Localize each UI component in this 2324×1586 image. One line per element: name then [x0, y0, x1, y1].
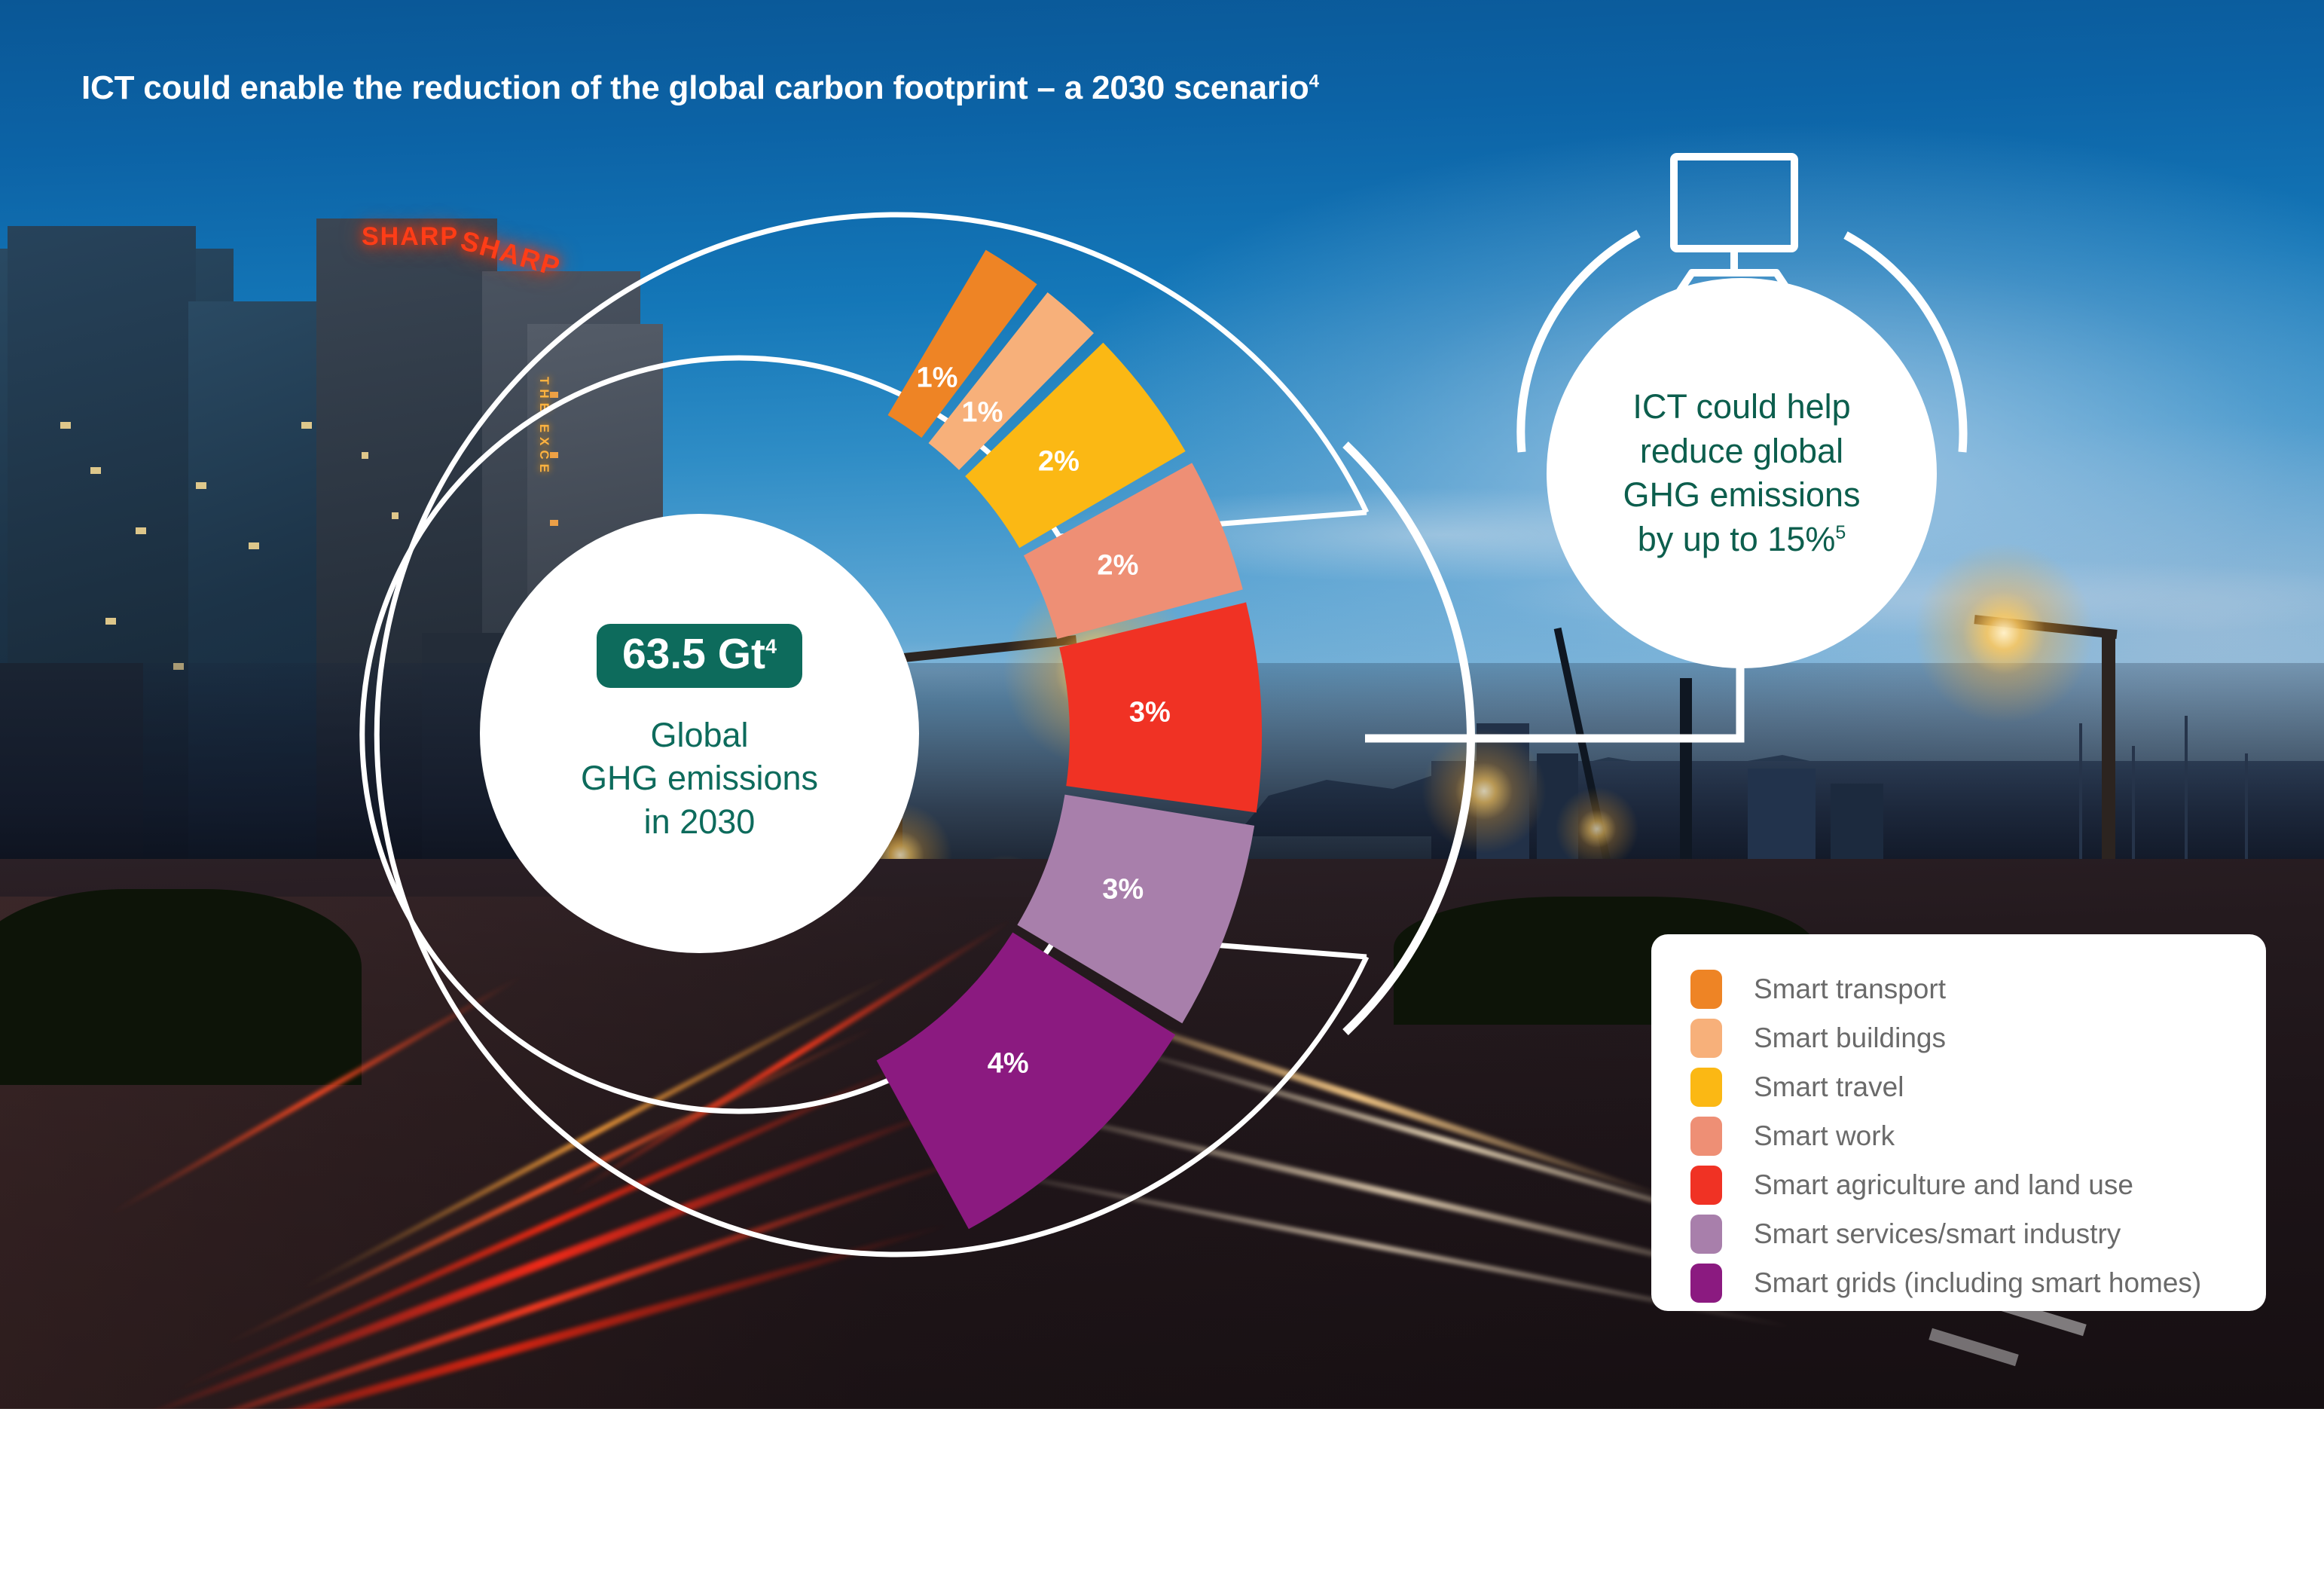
neon-sign-vertical: THE EXCE — [537, 377, 551, 478]
bracket-to-bubble-connector — [1365, 663, 1745, 743]
ict-reduction-callout: ICT could help reduce global GHG emissio… — [1547, 278, 1937, 668]
arc-segment-value-5: 3% — [1102, 873, 1144, 906]
masts — [2245, 753, 2248, 934]
window-light — [550, 392, 558, 398]
window-light — [60, 422, 71, 429]
window-light — [550, 520, 558, 526]
page-title: ICT could enable the reduction of the gl… — [81, 69, 1319, 107]
window-light — [249, 542, 259, 549]
roadside-trees — [0, 889, 362, 1085]
arc-segment-3 — [1023, 463, 1243, 640]
legend-item-2: Smart travel — [1690, 1062, 2266, 1111]
legend-swatch-icon — [1690, 1116, 1722, 1156]
arc-segment-value-3: 2% — [1097, 549, 1139, 582]
legend-item-label: Smart work — [1754, 1120, 1895, 1151]
ict-line4: by up to 15%5 — [1623, 518, 1860, 562]
ict-reduction-text: ICT could help reduce global GHG emissio… — [1623, 385, 1860, 561]
bubble-outer-ring — [1516, 230, 1641, 453]
legend-swatch-icon — [1690, 969, 1722, 1009]
window-light — [196, 482, 206, 489]
arc-segment-value-4: 3% — [1128, 696, 1171, 729]
global-emissions-centre-card: 63.5 Gt4 Global GHG emissions in 2030 — [480, 514, 919, 953]
window-light — [550, 452, 558, 458]
legend-swatch-icon — [1690, 1067, 1722, 1107]
ict-line2: reduce global — [1639, 431, 1844, 470]
legend-item-0: Smart transport — [1690, 964, 2266, 1013]
legend-item-label: Smart travel — [1754, 1071, 1904, 1102]
total-emissions-badge: 63.5 Gt4 — [596, 623, 803, 688]
page-title-footnote-marker: 4 — [1309, 71, 1319, 92]
diagram-vector-layer — [359, 153, 1968, 1257]
total-emissions-value: 63.5 Gt — [621, 629, 766, 678]
legend-item-5: Smart services/smart industry — [1690, 1209, 2266, 1258]
legend-panel: Smart transport Smart buildings Smart trav… — [1651, 934, 2266, 1311]
legend-swatch-icon — [1690, 1018, 1722, 1058]
window-light — [136, 527, 146, 534]
inner-ring-arc — [359, 355, 1061, 1114]
arc-segment-2 — [965, 342, 1186, 549]
legend-item-1: Smart buildings — [1690, 1013, 2266, 1062]
bubble-outer-ring-right — [1843, 231, 1968, 453]
legend-item-label: Smart grids (including smart homes) — [1754, 1267, 2202, 1298]
legend-item-3: Smart work — [1690, 1111, 2266, 1160]
arc-segment-1 — [928, 292, 1094, 470]
emission-reduction-arc — [876, 249, 1262, 1230]
legend-item-label: Smart transport — [1754, 973, 1946, 1004]
centre-caption-line1: Global — [650, 715, 749, 754]
window-light — [301, 422, 312, 429]
lamp-flare — [1906, 535, 2102, 731]
window-light — [105, 618, 116, 625]
distant-flare — [1416, 723, 1552, 859]
total-emissions-footnote-marker: 4 — [765, 634, 777, 658]
arc-segment-value-2: 2% — [1038, 445, 1080, 478]
legend-swatch-icon — [1690, 1214, 1722, 1254]
legend-item-6: Smart grids (including smart homes) — [1690, 1258, 2266, 1307]
outer-ring-arc — [374, 212, 1370, 1257]
legend-swatch-icon — [1690, 1263, 1722, 1303]
arc-segment-6 — [876, 932, 1176, 1230]
legend-item-label: Smart services/smart industry — [1754, 1218, 2121, 1249]
ict-line3: GHG emissions — [1623, 475, 1861, 514]
legend-swatch-icon — [1690, 1165, 1722, 1205]
window-light — [392, 512, 399, 519]
ict-line1: ICT could help — [1632, 387, 1851, 426]
arc-segment-value-0: 1% — [916, 362, 958, 394]
neon-sign-sharp: SHARP — [362, 222, 460, 251]
ict-footnote-marker: 5 — [1835, 521, 1846, 543]
legend-item-label: Smart agriculture and land use — [1754, 1169, 2133, 1200]
legend-item-label: Smart buildings — [1754, 1022, 1947, 1053]
centre-caption: Global GHG emissions in 2030 — [581, 714, 818, 844]
ict-line4-text: by up to 15% — [1637, 519, 1836, 558]
arc-segment-0 — [887, 249, 1037, 439]
centre-caption-line2: GHG emissions — [580, 759, 819, 798]
legend-item-4: Smart agriculture and land use — [1690, 1160, 2266, 1209]
centre-caption-line3: in 2030 — [643, 802, 756, 841]
arc-segment-value-1: 1% — [961, 396, 1003, 429]
footnotes-area: 4 Malmodin, J. and Bergmark, P. (2015), … — [0, 1409, 2324, 1586]
monitor-icon — [1670, 153, 1798, 299]
arc-segment-value-6: 4% — [987, 1047, 1029, 1080]
window-light — [90, 467, 101, 474]
arc-segment-5 — [1017, 794, 1255, 1024]
masts — [2185, 716, 2188, 934]
arc-segment-4 — [1059, 602, 1262, 813]
window-light — [362, 452, 368, 459]
masts — [2132, 746, 2135, 934]
page-title-text: ICT could enable the reduction of the gl… — [81, 69, 1309, 106]
masts — [2079, 723, 2082, 934]
